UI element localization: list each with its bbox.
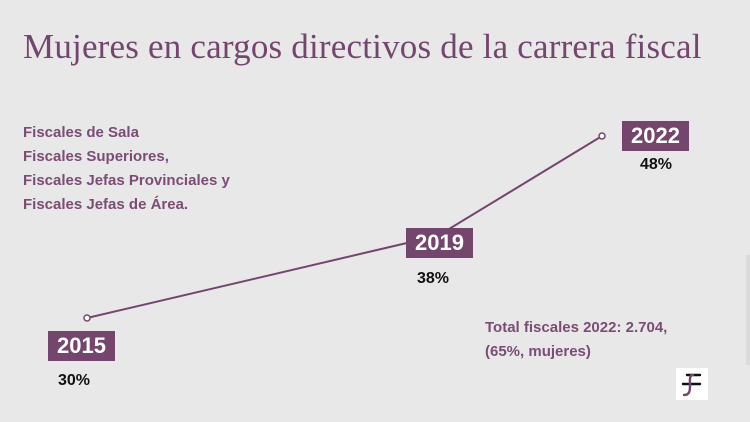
total-note: Total fiscales 2022: 2.704, (65%, mujere…: [485, 316, 667, 364]
categories-description: Fiscales de Sala Fiscales Superiores, Fi…: [23, 121, 230, 217]
year-badge: 2019: [406, 228, 473, 258]
series-line: [86, 135, 603, 319]
data-point: [598, 132, 606, 140]
data-label: 48%: [640, 156, 673, 173]
category-line: Fiscales Superiores,: [23, 148, 169, 165]
category-line: Fiscales Jefas de Área.: [23, 196, 189, 213]
edge-panel: [746, 255, 750, 365]
total-note-line2: (65%, mujeres): [485, 343, 591, 360]
chart-title: Mujeres en cargos directivos de la carre…: [23, 27, 702, 66]
category-line: Fiscales de Sala: [23, 124, 139, 141]
category-line: Fiscales Jefas Provinciales y: [23, 172, 230, 189]
data-label: 30%: [58, 372, 91, 389]
fiscalia-logo-icon: [676, 368, 708, 400]
data-points: [83, 132, 606, 322]
data-label: 38%: [417, 270, 450, 287]
year-badge: 2015: [48, 331, 115, 361]
total-note-line1: Total fiscales 2022: 2.704,: [485, 319, 668, 336]
data-point: [83, 314, 91, 322]
year-badge: 2022: [622, 121, 689, 151]
